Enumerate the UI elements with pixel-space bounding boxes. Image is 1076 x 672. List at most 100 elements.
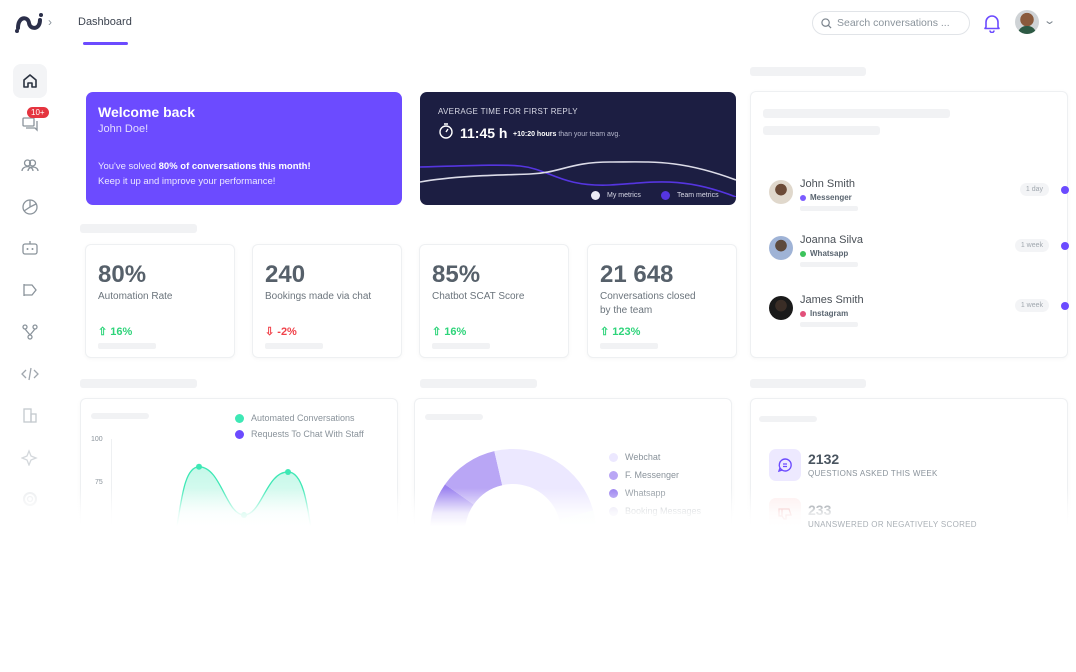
reply-time-title: AVERAGE TIME FOR FIRST REPLY bbox=[438, 107, 578, 116]
legend-label: Webchat bbox=[625, 452, 661, 462]
placeholder bbox=[98, 343, 156, 349]
sidebar-item-conversations[interactable] bbox=[13, 106, 47, 140]
reply-time-card: AVERAGE TIME FOR FIRST REPLY 11:45 h +10… bbox=[420, 92, 736, 205]
welcome-message: You've solved 80% of conversations this … bbox=[98, 159, 311, 189]
sidebar-item-home[interactable] bbox=[13, 64, 47, 98]
welcome-card: Welcome back John Doe! You've solved 80%… bbox=[86, 92, 402, 205]
stat-change-value: -2% bbox=[277, 326, 297, 338]
chat-icon bbox=[22, 117, 38, 132]
campaign-icon bbox=[23, 284, 37, 296]
legend-label: My metrics bbox=[607, 192, 641, 199]
contact-avatar bbox=[769, 236, 793, 260]
time-badge: 1 day bbox=[1019, 183, 1049, 196]
reply-time-value: 11:45 h bbox=[460, 125, 508, 141]
instagram-icon bbox=[800, 310, 806, 317]
sparkle-icon bbox=[21, 449, 38, 466]
welcome-line2: Keep it up and improve your performance! bbox=[98, 176, 276, 187]
y-tick-100: 100 bbox=[91, 436, 103, 443]
stat-value: 80% bbox=[98, 261, 147, 288]
data-point[interactable] bbox=[285, 468, 291, 475]
reply-time-delta: +10:20 hours than your team avg. bbox=[513, 131, 620, 138]
questions-label: QUESTIONS ASKED THIS WEEK bbox=[808, 469, 938, 478]
placeholder bbox=[800, 206, 858, 211]
unread-dot bbox=[1061, 302, 1069, 310]
conversation-list-item[interactable]: Joanna Silva Whatsapp 1 week bbox=[769, 232, 1069, 267]
stat-value: 85% bbox=[432, 261, 481, 288]
section-title-placeholder bbox=[750, 67, 866, 76]
arrow-up-icon: ⇧ bbox=[432, 326, 442, 338]
arrow-up-icon: ⇧ bbox=[600, 326, 610, 338]
stat-value: 240 bbox=[265, 261, 306, 288]
placeholder bbox=[759, 416, 817, 422]
contact-name: Joanna Silva bbox=[800, 234, 863, 246]
stat-change: ⇧ 16% bbox=[98, 325, 132, 338]
sidebar-item-campaigns[interactable] bbox=[13, 273, 47, 307]
placeholder bbox=[763, 126, 880, 135]
sidebar-item-developers[interactable] bbox=[13, 357, 47, 391]
bell-icon[interactable] bbox=[983, 13, 1001, 33]
sidebar-item-ai[interactable] bbox=[13, 440, 47, 474]
legend-requests: Requests To Chat With Staff bbox=[235, 429, 364, 439]
my-metrics-line bbox=[420, 161, 736, 183]
data-point[interactable] bbox=[196, 463, 202, 470]
delta-text: than your team avg. bbox=[558, 131, 621, 138]
expand-chevron-icon[interactable]: › bbox=[48, 15, 52, 29]
logo[interactable] bbox=[14, 12, 44, 39]
contact-channel: Messenger bbox=[800, 193, 852, 202]
delta-bold: +10:20 hours bbox=[513, 131, 557, 138]
stat-change: ⇧ 16% bbox=[432, 325, 466, 338]
stat-card: 85% Chatbot SCAT Score ⇧ 16% bbox=[419, 244, 569, 358]
pie-chart-icon bbox=[22, 199, 38, 215]
users-icon bbox=[21, 159, 39, 172]
legend-item: Webchat bbox=[609, 452, 660, 462]
legend-item: F. Messenger bbox=[609, 470, 679, 480]
arrow-down-icon: ⇩ bbox=[265, 326, 275, 338]
tab-underline bbox=[83, 42, 128, 45]
code-icon bbox=[21, 367, 39, 381]
sidebar-item-bots[interactable] bbox=[13, 231, 47, 265]
placeholder bbox=[91, 413, 149, 419]
placeholder bbox=[265, 343, 323, 349]
legend-team-metrics: Team metrics bbox=[661, 191, 719, 200]
breadcrumb[interactable]: Dashboard bbox=[78, 16, 132, 28]
stat-card: 21 648 Conversations closed by the team … bbox=[587, 244, 737, 358]
stat-label: Bookings made via chat bbox=[265, 291, 372, 302]
team-metrics-line bbox=[420, 164, 736, 197]
sidebar-item-company[interactable] bbox=[13, 398, 47, 432]
conversation-list-item[interactable]: James Smith Instagram 1 week bbox=[769, 292, 1069, 327]
placeholder bbox=[600, 343, 658, 349]
whatsapp-icon bbox=[800, 250, 806, 257]
legend-label: F. Messenger bbox=[625, 470, 680, 480]
sidebar-item-contacts[interactable] bbox=[13, 148, 47, 182]
section-title-placeholder bbox=[80, 224, 197, 233]
legend-label: Requests To Chat With Staff bbox=[251, 429, 364, 439]
unread-dot bbox=[1061, 242, 1069, 250]
sidebar-item-flows[interactable] bbox=[13, 315, 47, 349]
time-badge: 1 week bbox=[1014, 239, 1049, 252]
conversation-list-item[interactable]: John Smith Messenger 1 day bbox=[769, 176, 1069, 211]
stat-label: Chatbot SCAT Score bbox=[432, 291, 525, 302]
channel-label: Messenger bbox=[810, 193, 852, 202]
unread-dot bbox=[1061, 186, 1069, 194]
unanswered-label: UNANSWERED OR NEGATIVELY SCORED bbox=[808, 520, 977, 529]
search-placeholder: Search conversations ... bbox=[837, 17, 950, 29]
stat-card: 240 Bookings made via chat ⇩ -2% bbox=[252, 244, 402, 358]
account-chevron-down-icon[interactable]: ⌄ bbox=[1043, 15, 1057, 27]
avatar[interactable] bbox=[1015, 10, 1039, 34]
contact-channel: Whatsapp bbox=[800, 249, 848, 258]
placeholder bbox=[425, 414, 483, 420]
bot-icon bbox=[22, 241, 38, 255]
welcome-name: John Doe! bbox=[98, 123, 149, 135]
welcome-line1-bold: 80% of conversations this month! bbox=[158, 161, 311, 172]
arrow-up-icon: ⇧ bbox=[98, 326, 108, 338]
sidebar-item-analytics[interactable] bbox=[13, 190, 47, 224]
notification-badge: 10+ bbox=[27, 107, 49, 118]
legend-label: Team metrics bbox=[677, 192, 719, 199]
search-input[interactable]: Search conversations ... bbox=[812, 11, 970, 35]
section-title-placeholder bbox=[750, 379, 866, 388]
section-title-placeholder bbox=[80, 379, 197, 388]
stat-card: 80% Automation Rate ⇧ 16% bbox=[85, 244, 235, 358]
stat-change-value: 123% bbox=[612, 326, 641, 338]
questions-icon bbox=[769, 449, 801, 481]
contact-channel: Instagram bbox=[800, 309, 848, 318]
